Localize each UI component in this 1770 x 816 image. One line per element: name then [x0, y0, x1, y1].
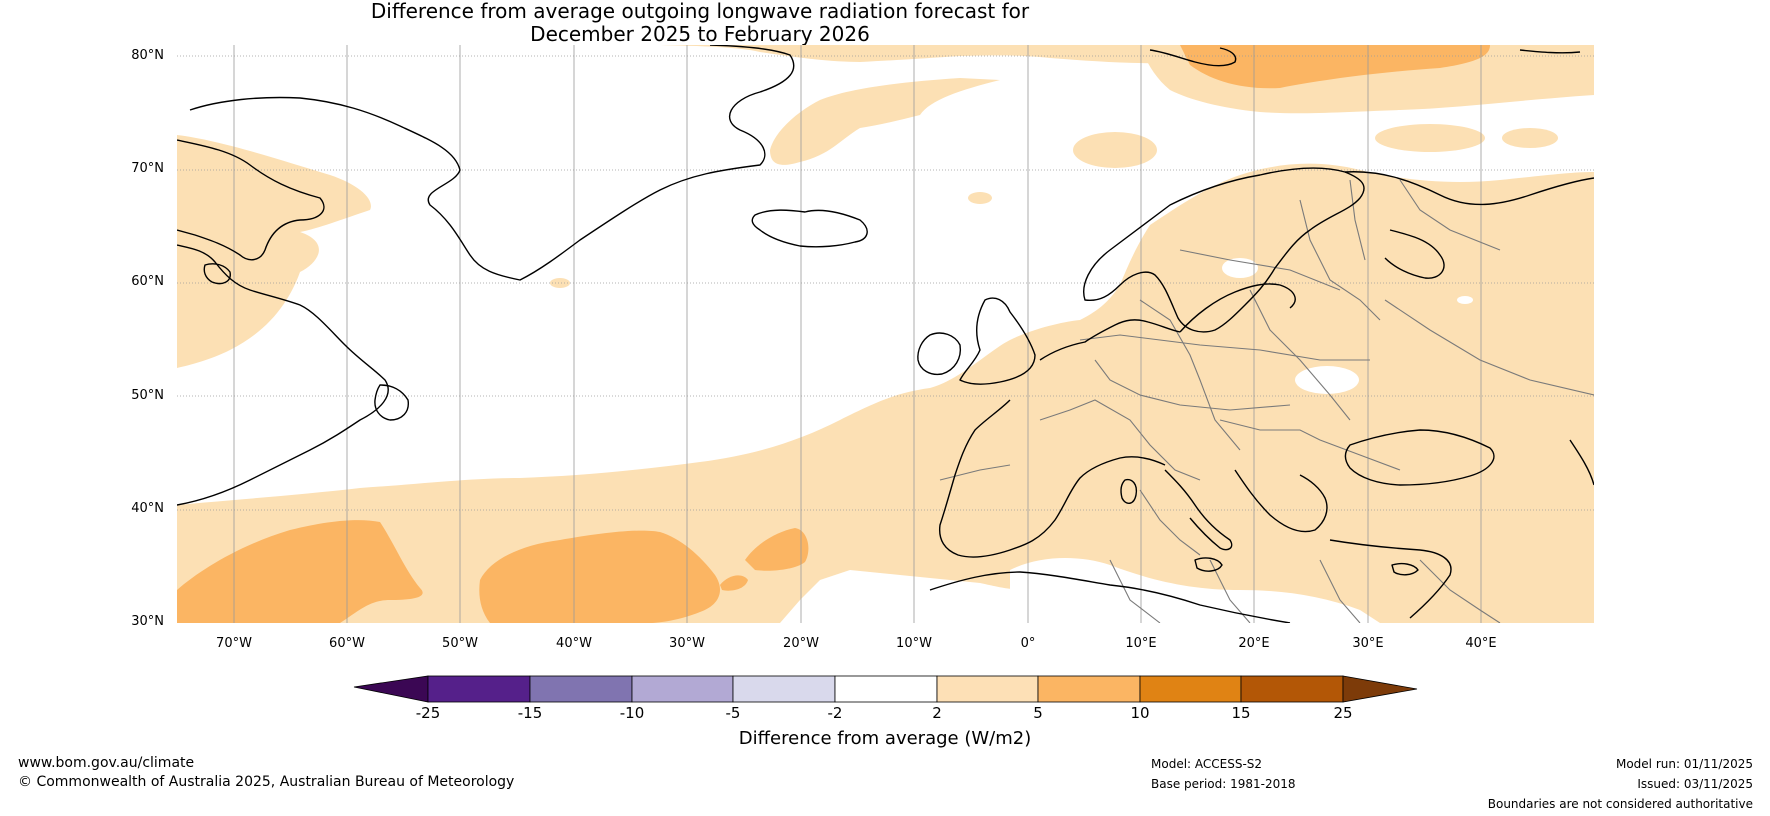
base-period-text: Base period: 1981-2018	[1151, 777, 1296, 791]
lon-label: 40°W	[556, 636, 592, 651]
great-britain-coast	[959, 297, 1036, 385]
lat-label: 80°N	[131, 48, 164, 63]
italy-coast	[1164, 469, 1233, 551]
ireland-coast	[917, 332, 962, 376]
model-run-text: Model run: 01/11/2025	[1615, 757, 1753, 771]
website-link[interactable]: www.bom.gov.au/climate	[18, 755, 195, 771]
colorbar-swatch	[353, 675, 429, 703]
colorbar-tick: 10	[1130, 704, 1150, 722]
colorbar-tick: -15	[517, 704, 543, 722]
colorbar-swatch	[427, 675, 531, 703]
colorbar-swatch	[1240, 675, 1344, 703]
colorbar-tick: -5	[725, 704, 741, 722]
colorbar-swatch	[1037, 675, 1141, 703]
colorbar-swatch	[529, 675, 633, 703]
colorbar-swatch	[732, 675, 836, 703]
lon-label: 20°E	[1238, 636, 1270, 651]
copyright-text: © Commonwealth of Australia 2025, Austra…	[18, 774, 515, 790]
anomaly-2-5-regions	[177, 45, 1594, 623]
lon-label: 30°E	[1352, 636, 1384, 651]
colorbar-label: Difference from average (W/m2)	[738, 728, 1032, 749]
anomaly-5-10-regions	[177, 45, 1490, 623]
colorbar-tick: -2	[827, 704, 843, 722]
colorbar-tick: 2	[932, 704, 942, 722]
lon-label: 60°W	[329, 636, 365, 651]
lat-label: 60°N	[131, 274, 164, 289]
lon-label: 0°	[1020, 636, 1036, 651]
coastlines	[177, 45, 1594, 623]
title-line-2: December 2025 to February 2026	[530, 22, 870, 46]
lat-label: 70°N	[131, 161, 164, 176]
colorbar-swatch	[1342, 675, 1418, 703]
lon-label: 70°W	[216, 636, 252, 651]
disclaimer-text: Boundaries are not considered authoritat…	[1487, 797, 1753, 811]
lon-label: 30°W	[669, 636, 705, 651]
lon-label: 40°E	[1465, 636, 1497, 651]
lat-label: 30°N	[131, 614, 164, 629]
iceland-coast	[751, 209, 868, 248]
lat-label: 50°N	[131, 388, 164, 403]
colorbar-swatch	[631, 675, 734, 703]
issued-text: Issued: 03/11/2025	[1637, 777, 1753, 791]
colorbar-swatch	[936, 675, 1039, 703]
black-sea-coast	[1344, 429, 1495, 486]
colorbar-tick: -25	[415, 704, 441, 722]
colorbar-tick: -10	[619, 704, 645, 722]
chart-title: Difference from average outgoing longwav…	[0, 0, 1400, 46]
model-text: Model: ACCESS-S2	[1151, 757, 1263, 771]
colorbar-tick: 5	[1033, 704, 1043, 722]
graticule	[177, 45, 1594, 623]
title-line-1: Difference from average outgoing longwav…	[370, 0, 1030, 23]
colorbar	[353, 675, 1418, 703]
scandinavia-coast	[1083, 167, 1365, 333]
lon-label: 10°E	[1125, 636, 1157, 651]
lat-label: 40°N	[131, 501, 164, 516]
colorbar-swatch	[834, 675, 938, 703]
map-area	[177, 45, 1594, 623]
lon-label: 10°W	[896, 636, 932, 651]
lon-label: 50°W	[442, 636, 478, 651]
colorbar-tick: 25	[1333, 704, 1353, 722]
colorbar-tick: 15	[1231, 704, 1251, 722]
country-borders	[939, 179, 1594, 623]
greenland-coast	[189, 45, 795, 281]
colorbar-swatch	[1139, 675, 1242, 703]
lon-label: 20°W	[783, 636, 819, 651]
